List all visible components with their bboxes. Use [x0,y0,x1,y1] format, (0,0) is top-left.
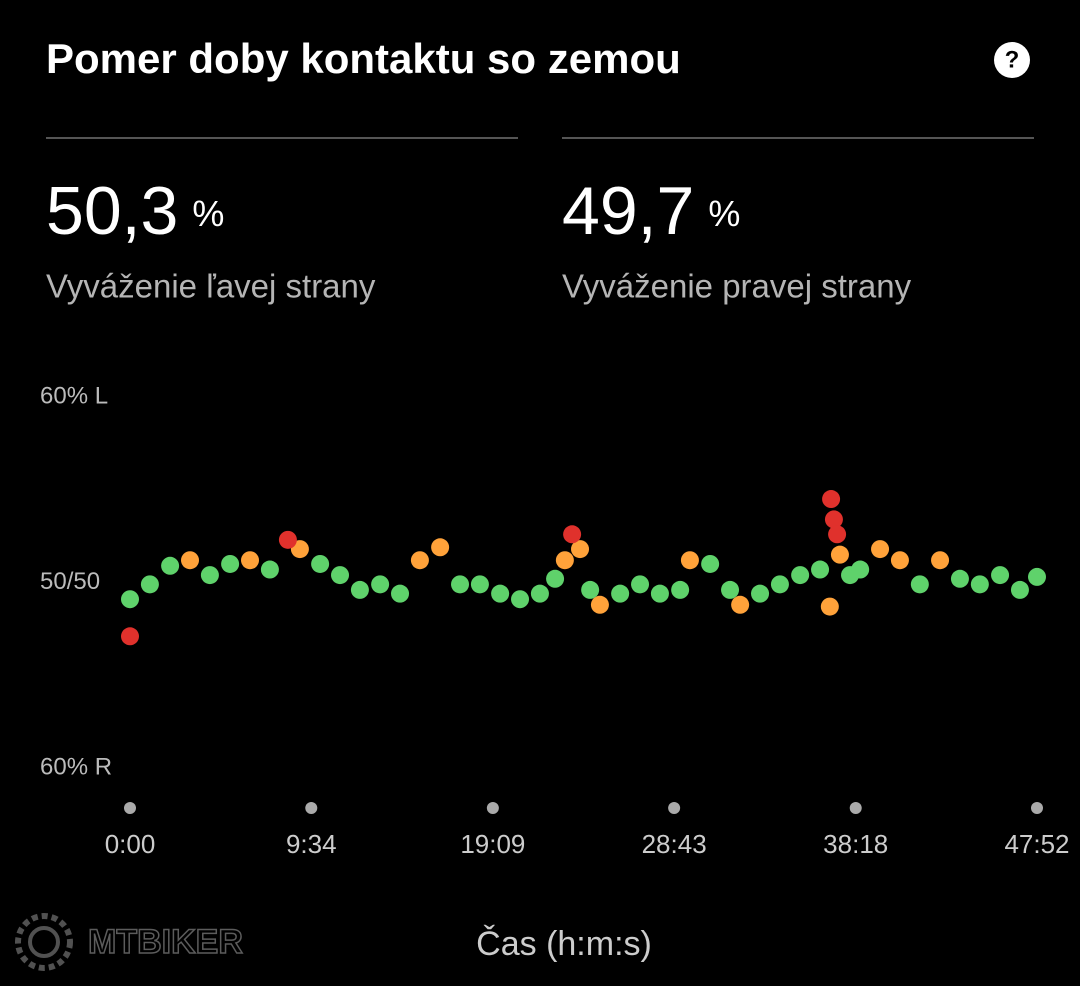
data-point [1010,580,1029,599]
data-point [910,575,929,594]
stat-number: 50,3 [46,173,178,249]
data-point [871,540,890,559]
data-point [470,575,489,594]
data-point [631,575,650,594]
data-point [161,556,180,575]
stat-label: Vyváženie ľavej strany [46,268,376,305]
x-tick-label: 9:34 [286,829,337,859]
data-point [530,584,549,603]
stat-unit: % [708,193,740,234]
data-point [701,554,720,573]
data-point [563,525,582,544]
data-point [931,551,950,570]
data-point [828,525,847,544]
data-point [571,540,590,559]
x-tick-label: 38:18 [823,829,888,859]
x-axis-label: Čas (h:m:s) [476,925,652,963]
watermark: MTBIKER [15,913,244,971]
data-point [410,551,429,570]
help-button[interactable] [994,42,1030,78]
plot: 60% L 50/50 60% R 0:00 9:34 19:09 28:43 38:18 47… [40,382,1070,963]
watermark-logo [28,926,60,958]
data-point [671,580,690,599]
stat-number: 49,7 [562,173,694,249]
data-point [751,584,770,603]
data-point [811,560,830,579]
data-point [121,590,139,609]
data-point [350,580,369,599]
data-point [824,510,843,529]
data-point [721,580,740,599]
data-point [581,580,600,599]
data-point [555,551,574,570]
stat-label: Vyváženie pravej strany [562,268,912,305]
x-tick-mark [486,802,499,814]
stat-value: 49,7% [562,173,740,249]
data-point [680,551,699,570]
data-point [830,545,849,564]
x-tick-label: 19:09 [460,829,525,859]
data-point [451,575,470,594]
x-tick-label: 47:52 [1004,829,1069,859]
data-point [650,584,669,603]
data-point [822,490,841,509]
title: Pomer doby kontaktu so zemou [46,35,681,82]
data-point [140,575,159,594]
data-point [590,595,609,614]
data-point [121,627,139,646]
data-point [770,575,789,594]
data-point [546,569,565,588]
y-tick-label: 50/50 [40,568,100,595]
data-point [431,538,450,557]
stat-value: 50,3% [46,173,224,249]
x-tick-mark [849,802,862,814]
y-tick-label: 60% R [40,753,112,780]
data-point [311,554,330,573]
watermark-logo [15,913,73,971]
data-point [950,569,969,588]
watermark-text: MTBIKER [88,923,243,961]
x-tick-mark [668,802,681,814]
x-tick-label: 0:00 [105,829,156,859]
stat-unit: % [192,193,224,234]
data-point [820,597,839,616]
data-point [181,551,200,570]
data-point [200,566,219,585]
data-point [851,560,870,579]
data-point [491,584,510,603]
data-point [890,551,909,570]
data-point [331,566,350,585]
x-tick-mark [124,802,136,814]
data-point [371,575,390,594]
data-point [260,560,279,579]
x-tick-mark [305,802,318,814]
y-tick-label: 60% L [40,382,108,409]
data-point [278,530,297,549]
data-point [391,584,410,603]
data-point [221,554,240,573]
data-point [511,590,530,609]
data-point [731,595,750,614]
data-point [611,584,630,603]
data-point [241,551,260,570]
data-point [791,566,810,585]
x-tick-mark [1031,802,1043,814]
x-tick-label: 28:43 [642,829,707,859]
data-point [970,575,989,594]
data-point [1028,567,1046,586]
data-point [991,566,1010,585]
help-icon[interactable]: ? [1005,46,1020,73]
